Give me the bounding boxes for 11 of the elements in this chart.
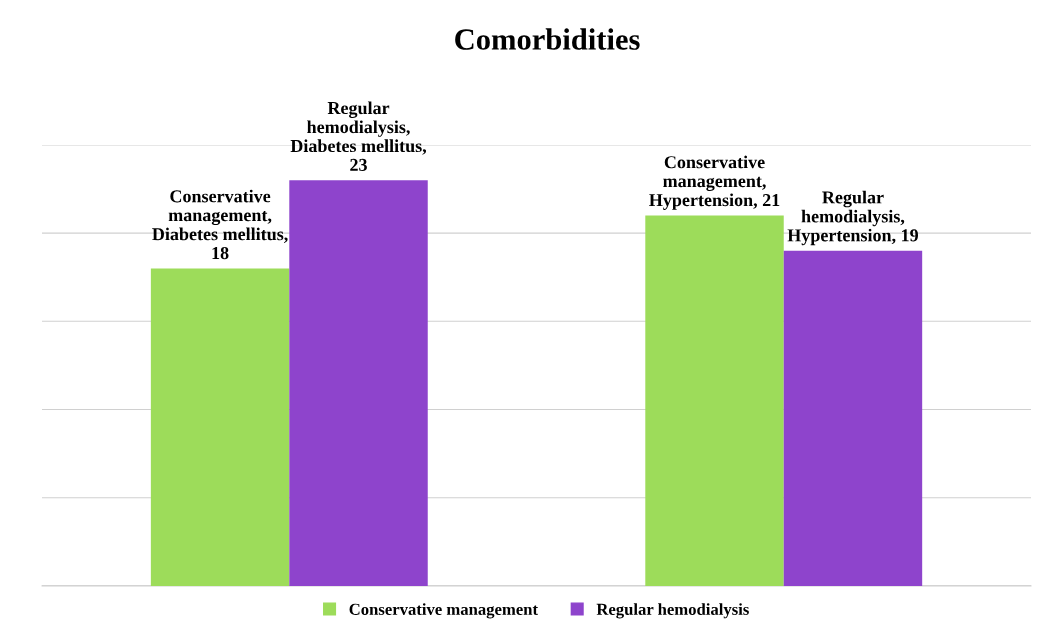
legend-label: Regular hemodialysis xyxy=(596,603,749,619)
bar xyxy=(150,268,290,586)
bar xyxy=(645,215,784,586)
data-label: Conservative management, Hypertension, 21 xyxy=(649,155,780,210)
data-label: Regular hemodialysis, Diabetes mellitus, 23 xyxy=(290,101,427,171)
data-label: Regular hemodialysis, Hypertension, 19 xyxy=(787,190,919,246)
bar xyxy=(783,250,923,586)
legend-label: Conservative management xyxy=(349,603,538,619)
bar xyxy=(289,180,428,586)
data-label: Conservative management, Diabetes mellitus, 18 xyxy=(152,189,288,260)
chart-title: Comorbidities xyxy=(455,28,640,50)
